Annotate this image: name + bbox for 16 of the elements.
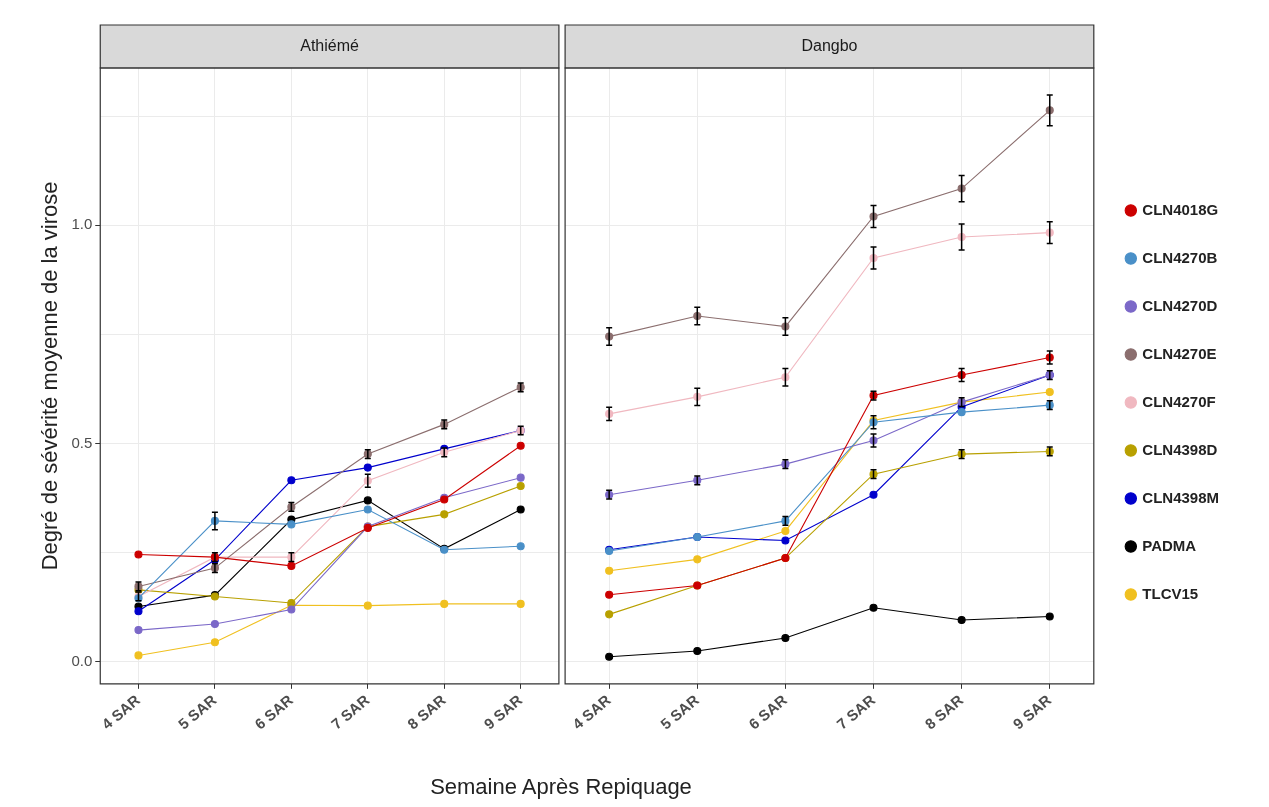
legend-label: CLN4270F	[1142, 392, 1216, 410]
legend-label: CLN4270B	[1142, 248, 1218, 266]
legend-label: CLN4398D	[1142, 440, 1218, 458]
chart-title: Athiémé	[300, 37, 360, 55]
y-tick-label: 0.5	[71, 433, 93, 451]
legend-label: CLN4398M	[1142, 488, 1220, 506]
legend-label: CLN4018G	[1142, 200, 1219, 218]
y-axis-title: Degré de sévérité moyenne de la virose	[37, 181, 63, 571]
x-axis-title: Semaine Après Repiquage	[429, 774, 693, 800]
legend-label: TLCV15	[1142, 584, 1199, 602]
y-tick-label: 0.0	[71, 652, 93, 670]
y-tick-label: 1.0	[71, 215, 93, 233]
chart-title: Dangbo	[801, 37, 858, 55]
legend-label: CLN4270D	[1142, 296, 1218, 314]
legend-label: PADMA	[1142, 536, 1197, 554]
legend-label: CLN4270E	[1142, 344, 1217, 362]
